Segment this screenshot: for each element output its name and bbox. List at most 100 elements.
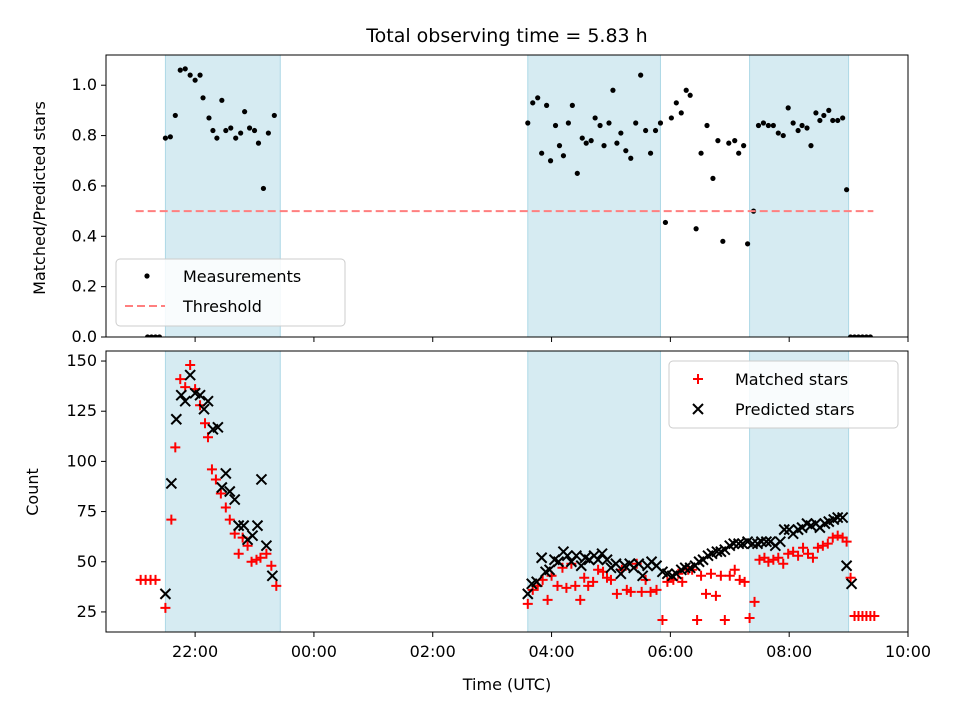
measurement-point — [847, 334, 854, 337]
legend-threshold-label: Threshold — [182, 297, 262, 316]
matched-star-point — [832, 530, 843, 541]
x-tick-label: 08:00 — [766, 642, 812, 661]
predicted-star-point — [198, 403, 210, 415]
predicted-star-point — [194, 389, 206, 401]
measurement-point — [597, 122, 603, 129]
matched-star-point — [593, 564, 604, 575]
measurement-point — [647, 150, 654, 156]
predicted-star-point — [543, 564, 556, 576]
measurement-point — [152, 334, 159, 337]
top-y-tick-label: 0.2 — [72, 277, 97, 296]
measurement-point — [601, 143, 607, 149]
predicted-star-point — [232, 519, 245, 532]
predicted-star-point — [255, 473, 268, 486]
measurement-point — [643, 127, 649, 134]
matched-star-point — [841, 536, 852, 547]
measurement-point — [799, 122, 805, 129]
matched-star-point — [822, 538, 833, 549]
matched-star-point — [729, 564, 740, 575]
measurement-point — [214, 135, 220, 141]
matched-star-point — [705, 568, 716, 579]
matched-star-point — [715, 570, 726, 581]
matched-star-point — [175, 374, 186, 385]
matched-star-point — [749, 596, 760, 607]
predicted-star-point — [229, 493, 241, 506]
predicted-star-point — [778, 523, 790, 536]
predicted-star-point — [636, 570, 649, 582]
legend-predicted-marker — [692, 403, 704, 415]
top-axes-frame — [105, 54, 909, 338]
measurement-point — [693, 226, 699, 232]
predicted-star-point — [845, 578, 858, 590]
matched-star-point — [636, 586, 647, 597]
measurement-point — [260, 185, 267, 192]
matched-star-point — [220, 502, 231, 513]
matched-star-point — [817, 540, 828, 551]
measurement-point — [206, 115, 212, 121]
measurement-point — [736, 150, 742, 156]
measurement-point — [683, 87, 689, 93]
legend-matched-label: Matched stars — [735, 370, 848, 389]
measurement-point — [177, 67, 183, 73]
matched-star-point — [677, 576, 688, 587]
measurement-point — [223, 127, 229, 134]
measurement-point — [614, 140, 620, 146]
x-axis-label: Time (UTC) — [462, 675, 551, 694]
matched-star-point — [625, 586, 636, 597]
measurement-point — [265, 130, 271, 136]
measurement-point — [817, 117, 823, 124]
measurement-point — [246, 125, 253, 131]
matched-star-point — [561, 582, 572, 593]
matched-star-point — [570, 580, 581, 591]
matched-star-point — [724, 570, 735, 581]
bottom-y-axis-label: Count — [23, 468, 42, 516]
measurement-point — [830, 117, 836, 124]
measurement-point — [698, 150, 704, 156]
matched-star-point — [588, 576, 599, 587]
matched-star-point — [605, 574, 616, 585]
predicted-star-point — [165, 477, 178, 490]
measurement-point — [187, 72, 193, 78]
measurement-point — [552, 122, 559, 129]
matched-star-point — [246, 556, 257, 567]
predicted-star-point — [522, 588, 534, 600]
measurement-point — [618, 130, 624, 136]
measurement-point — [200, 95, 206, 101]
matched-star-point — [206, 464, 217, 475]
measurement-point — [144, 334, 151, 337]
matched-star-point — [657, 614, 668, 625]
predicted-star-point — [570, 550, 583, 562]
predicted-star-point — [732, 537, 745, 550]
matched-star-point — [522, 598, 533, 609]
measurement-point — [855, 334, 862, 337]
matched-star-point — [812, 542, 823, 553]
bottom-y-tick-label: 50 — [77, 552, 97, 571]
bottom-plot-area — [135, 351, 880, 632]
matched-star-point — [719, 614, 730, 625]
matched-star-point — [734, 574, 745, 585]
top-y-tick-label: 0.0 — [72, 327, 97, 346]
top-y-tick-label: 0.6 — [72, 176, 97, 195]
measurement-point — [652, 127, 659, 134]
matched-star-point — [807, 552, 818, 563]
matched-star-point — [662, 576, 673, 587]
bottom-y-tick-label: 25 — [77, 602, 97, 621]
measurement-point — [547, 158, 554, 164]
matched-star-point — [215, 488, 226, 499]
measurement-point — [851, 334, 858, 337]
matched-star-point — [233, 548, 244, 559]
predicted-star-point — [260, 539, 273, 552]
x-tick-label: 10:00 — [885, 642, 931, 661]
predicted-star-point — [831, 511, 844, 524]
measurement-point — [172, 112, 178, 119]
measurement-point — [687, 92, 693, 98]
predicted-star-point — [179, 395, 191, 407]
predicted-star-point — [159, 588, 172, 600]
measurement-point — [755, 122, 762, 129]
predicted-star-point — [836, 511, 849, 524]
measurement-point — [606, 120, 612, 126]
measurement-point — [182, 66, 188, 72]
measurement-point — [219, 97, 225, 103]
legend-predicted-label: Predicted stars — [735, 400, 855, 419]
predicted-star-point — [170, 413, 183, 425]
